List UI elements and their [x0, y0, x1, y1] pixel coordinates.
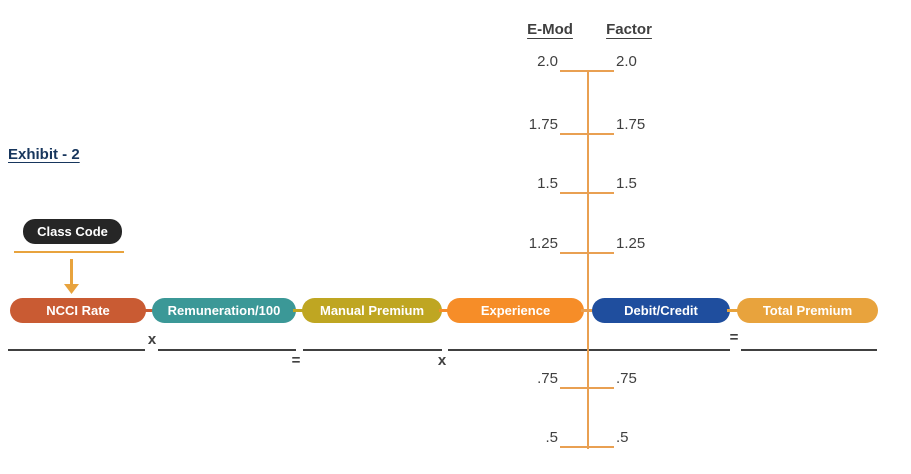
formula-baseline-segment	[8, 349, 145, 351]
operator-equals-2: =	[729, 329, 739, 346]
tick-line	[560, 252, 614, 254]
tick-emod-value: 1.75	[528, 116, 558, 133]
factor-header: Factor	[606, 21, 652, 38]
tick-line	[560, 446, 614, 448]
pill-experience: Experience	[447, 298, 584, 323]
pill-total-premium-label: Total Premium	[762, 303, 853, 318]
pill-ncci-rate: NCCI Rate	[10, 298, 146, 323]
tick-factor-value: 1.25	[616, 235, 646, 252]
tick-emod-value: 1.5	[537, 175, 558, 192]
down-arrow-head-icon	[64, 284, 79, 294]
tick-emod-value: .5	[545, 429, 558, 446]
tick-line	[560, 192, 614, 194]
class-code-badge: Class Code	[23, 219, 122, 244]
operator-multiply-2: x	[437, 352, 447, 369]
emod-header: E-Mod	[527, 21, 573, 38]
exhibit-title: Exhibit - 2	[8, 146, 80, 163]
formula-baseline-segment	[448, 349, 730, 351]
pill-remuneration: Remuneration/100	[152, 298, 296, 323]
tick-line	[560, 387, 614, 389]
pill-connector	[293, 309, 305, 312]
tick-line	[560, 70, 614, 72]
pill-total-premium: Total Premium	[737, 298, 878, 323]
pill-experience-label: Experience	[480, 303, 551, 318]
tick-line	[560, 133, 614, 135]
tick-factor-value: 1.75	[616, 116, 646, 133]
pill-ncci-rate-label: NCCI Rate	[46, 303, 110, 318]
pill-manual-premium-label: Manual Premium	[319, 303, 425, 318]
formula-baseline-segment	[158, 349, 296, 351]
tick-factor-value: .5	[616, 429, 629, 446]
pill-connector	[727, 309, 740, 312]
emod-scale-line	[587, 70, 589, 449]
operator-multiply-1: x	[147, 331, 157, 348]
class-code-label: Class Code	[37, 224, 108, 239]
pill-connector	[143, 309, 155, 312]
tick-emod-value: .75	[537, 370, 558, 387]
formula-baseline-segment	[741, 349, 877, 351]
tick-factor-value: 1.5	[616, 175, 637, 192]
formula-baseline-segment	[303, 349, 442, 351]
tick-factor-value: 2.0	[616, 53, 637, 70]
tick-emod-value: 1.25	[528, 235, 558, 252]
pill-debit-credit: Debit/Credit	[592, 298, 730, 323]
tick-emod-value: 2.0	[537, 53, 558, 70]
pill-manual-premium: Manual Premium	[302, 298, 442, 323]
pill-remuneration-label: Remuneration/100	[167, 303, 281, 318]
tick-factor-value: .75	[616, 370, 637, 387]
pill-connector	[439, 309, 450, 312]
class-code-underline	[14, 251, 124, 253]
pill-debit-credit-label: Debit/Credit	[624, 303, 698, 318]
down-arrow-icon	[70, 259, 73, 284]
operator-equals-1: =	[291, 352, 301, 369]
